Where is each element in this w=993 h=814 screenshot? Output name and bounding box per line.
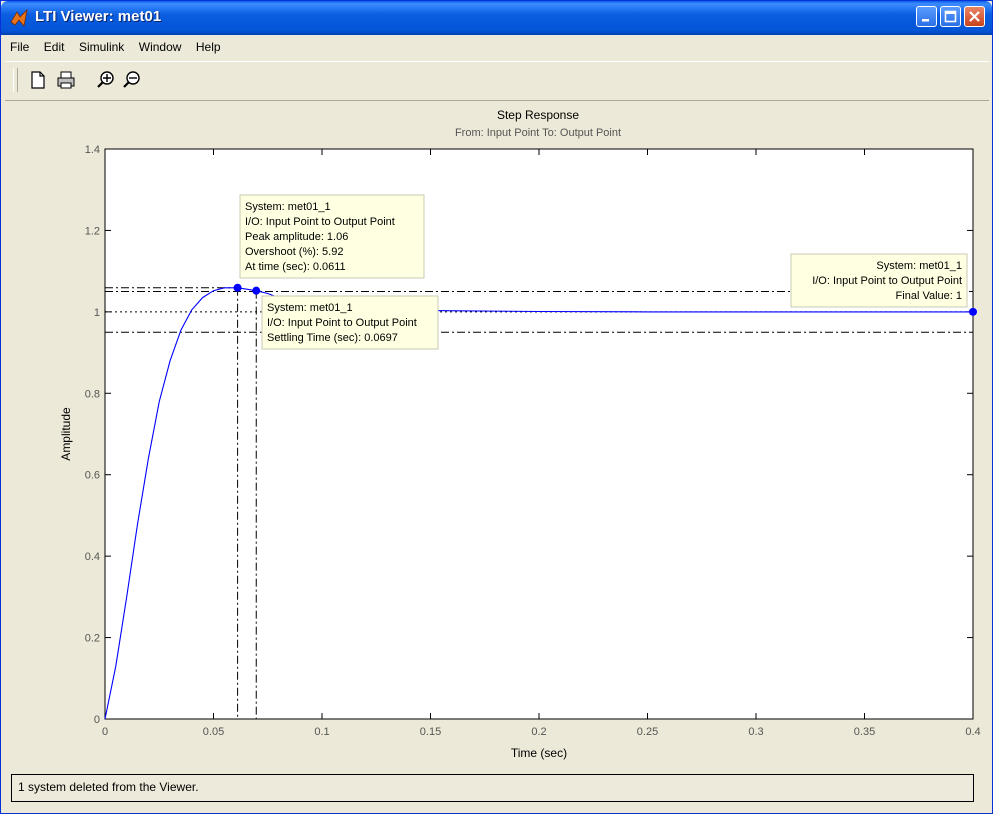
x-tick-label: 0.1 — [314, 726, 329, 738]
toolbar-grip[interactable] — [13, 68, 18, 92]
final-value-marker — [969, 307, 977, 316]
plot-area[interactable] — [104, 148, 974, 720]
x-tick-label: 0.25 — [637, 726, 658, 738]
x-axis-label: Time (sec) — [511, 746, 567, 760]
settling-annotation-line: Settling Time (sec): 0.0697 — [267, 332, 398, 344]
toolbar — [5, 61, 989, 101]
menu-edit[interactable]: Edit — [43, 40, 65, 54]
final-annotation-line: Final Value: 1 — [896, 290, 962, 302]
y-tick-label: 0.6 — [85, 470, 100, 482]
step-response-chart[interactable]: Step Response From: Input Point To: Outp… — [9, 101, 986, 771]
y-axis-label: Amplitude — [59, 407, 73, 461]
figure-area: Step Response From: Input Point To: Outp… — [9, 101, 986, 805]
y-tick-label: 0 — [94, 714, 100, 726]
y-tick-label: 1 — [94, 307, 100, 319]
x-tick-label: 0.35 — [854, 726, 875, 738]
x-tick-label: 0.2 — [531, 726, 546, 738]
y-tick-label: 0.4 — [85, 551, 100, 563]
status-bar: 1 system deleted from the Viewer. — [11, 774, 974, 802]
print-icon[interactable] — [55, 69, 77, 91]
new-icon[interactable] — [27, 69, 49, 91]
y-tick-label: 0.2 — [85, 633, 100, 645]
y-tick-label: 0.8 — [85, 388, 100, 400]
settling-annotation-line: System: met01_1 — [267, 302, 353, 314]
status-text: 1 system deleted from the Viewer. — [18, 780, 199, 794]
peak-marker — [233, 283, 242, 292]
zoom-out-icon[interactable] — [121, 69, 143, 91]
zoom-in-icon[interactable] — [95, 69, 117, 91]
settling-annotation-line: I/O: Input Point to Output Point — [267, 317, 417, 329]
peak-annotation-line: I/O: Input Point to Output Point — [245, 216, 395, 228]
settling-marker — [252, 286, 261, 295]
close-icon — [969, 11, 980, 22]
final-annotation-line: System: met01_1 — [876, 260, 962, 272]
final-annotation-box — [790, 253, 968, 308]
peak-annotation-line: Peak amplitude: 1.06 — [245, 231, 348, 243]
window-title: LTI Viewer: met01 — [35, 8, 162, 25]
menu-file[interactable]: File — [10, 40, 30, 54]
menu-bar: File Edit Simulink Window Help — [5, 37, 989, 59]
menu-window[interactable]: Window — [138, 40, 182, 54]
minimize-icon — [922, 19, 929, 22]
menu-help[interactable]: Help — [195, 40, 221, 54]
maximize-button[interactable] — [940, 6, 961, 27]
settling-annotation-box — [261, 295, 439, 350]
matlab-icon — [10, 8, 28, 27]
title-bar[interactable]: LTI Viewer: met01 — [1, 1, 992, 35]
x-tick-label: 0.15 — [420, 726, 441, 738]
menu-simulink[interactable]: Simulink — [78, 40, 125, 54]
close-button[interactable] — [964, 6, 985, 27]
chart-title: Step Response — [497, 108, 579, 122]
y-tick-label: 1.2 — [85, 225, 100, 237]
x-tick-label: 0 — [102, 726, 108, 738]
y-tick-label: 1.4 — [85, 144, 100, 156]
minimize-button[interactable] — [916, 6, 937, 27]
peak-annotation-line: Overshoot (%): 5.92 — [245, 246, 343, 258]
chart-subtitle: From: Input Point To: Output Point — [455, 127, 621, 139]
x-tick-label: 0.05 — [203, 726, 224, 738]
x-tick-label: 0.4 — [965, 726, 980, 738]
peak-annotation-box — [239, 194, 425, 279]
maximize-icon — [944, 10, 957, 23]
peak-annotation-line: At time (sec): 0.0611 — [245, 261, 346, 273]
x-tick-label: 0.3 — [748, 726, 763, 738]
peak-annotation-line: System: met01_1 — [245, 201, 331, 213]
series-line — [104, 287, 973, 720]
final-annotation-line: I/O: Input Point to Output Point — [812, 275, 962, 287]
